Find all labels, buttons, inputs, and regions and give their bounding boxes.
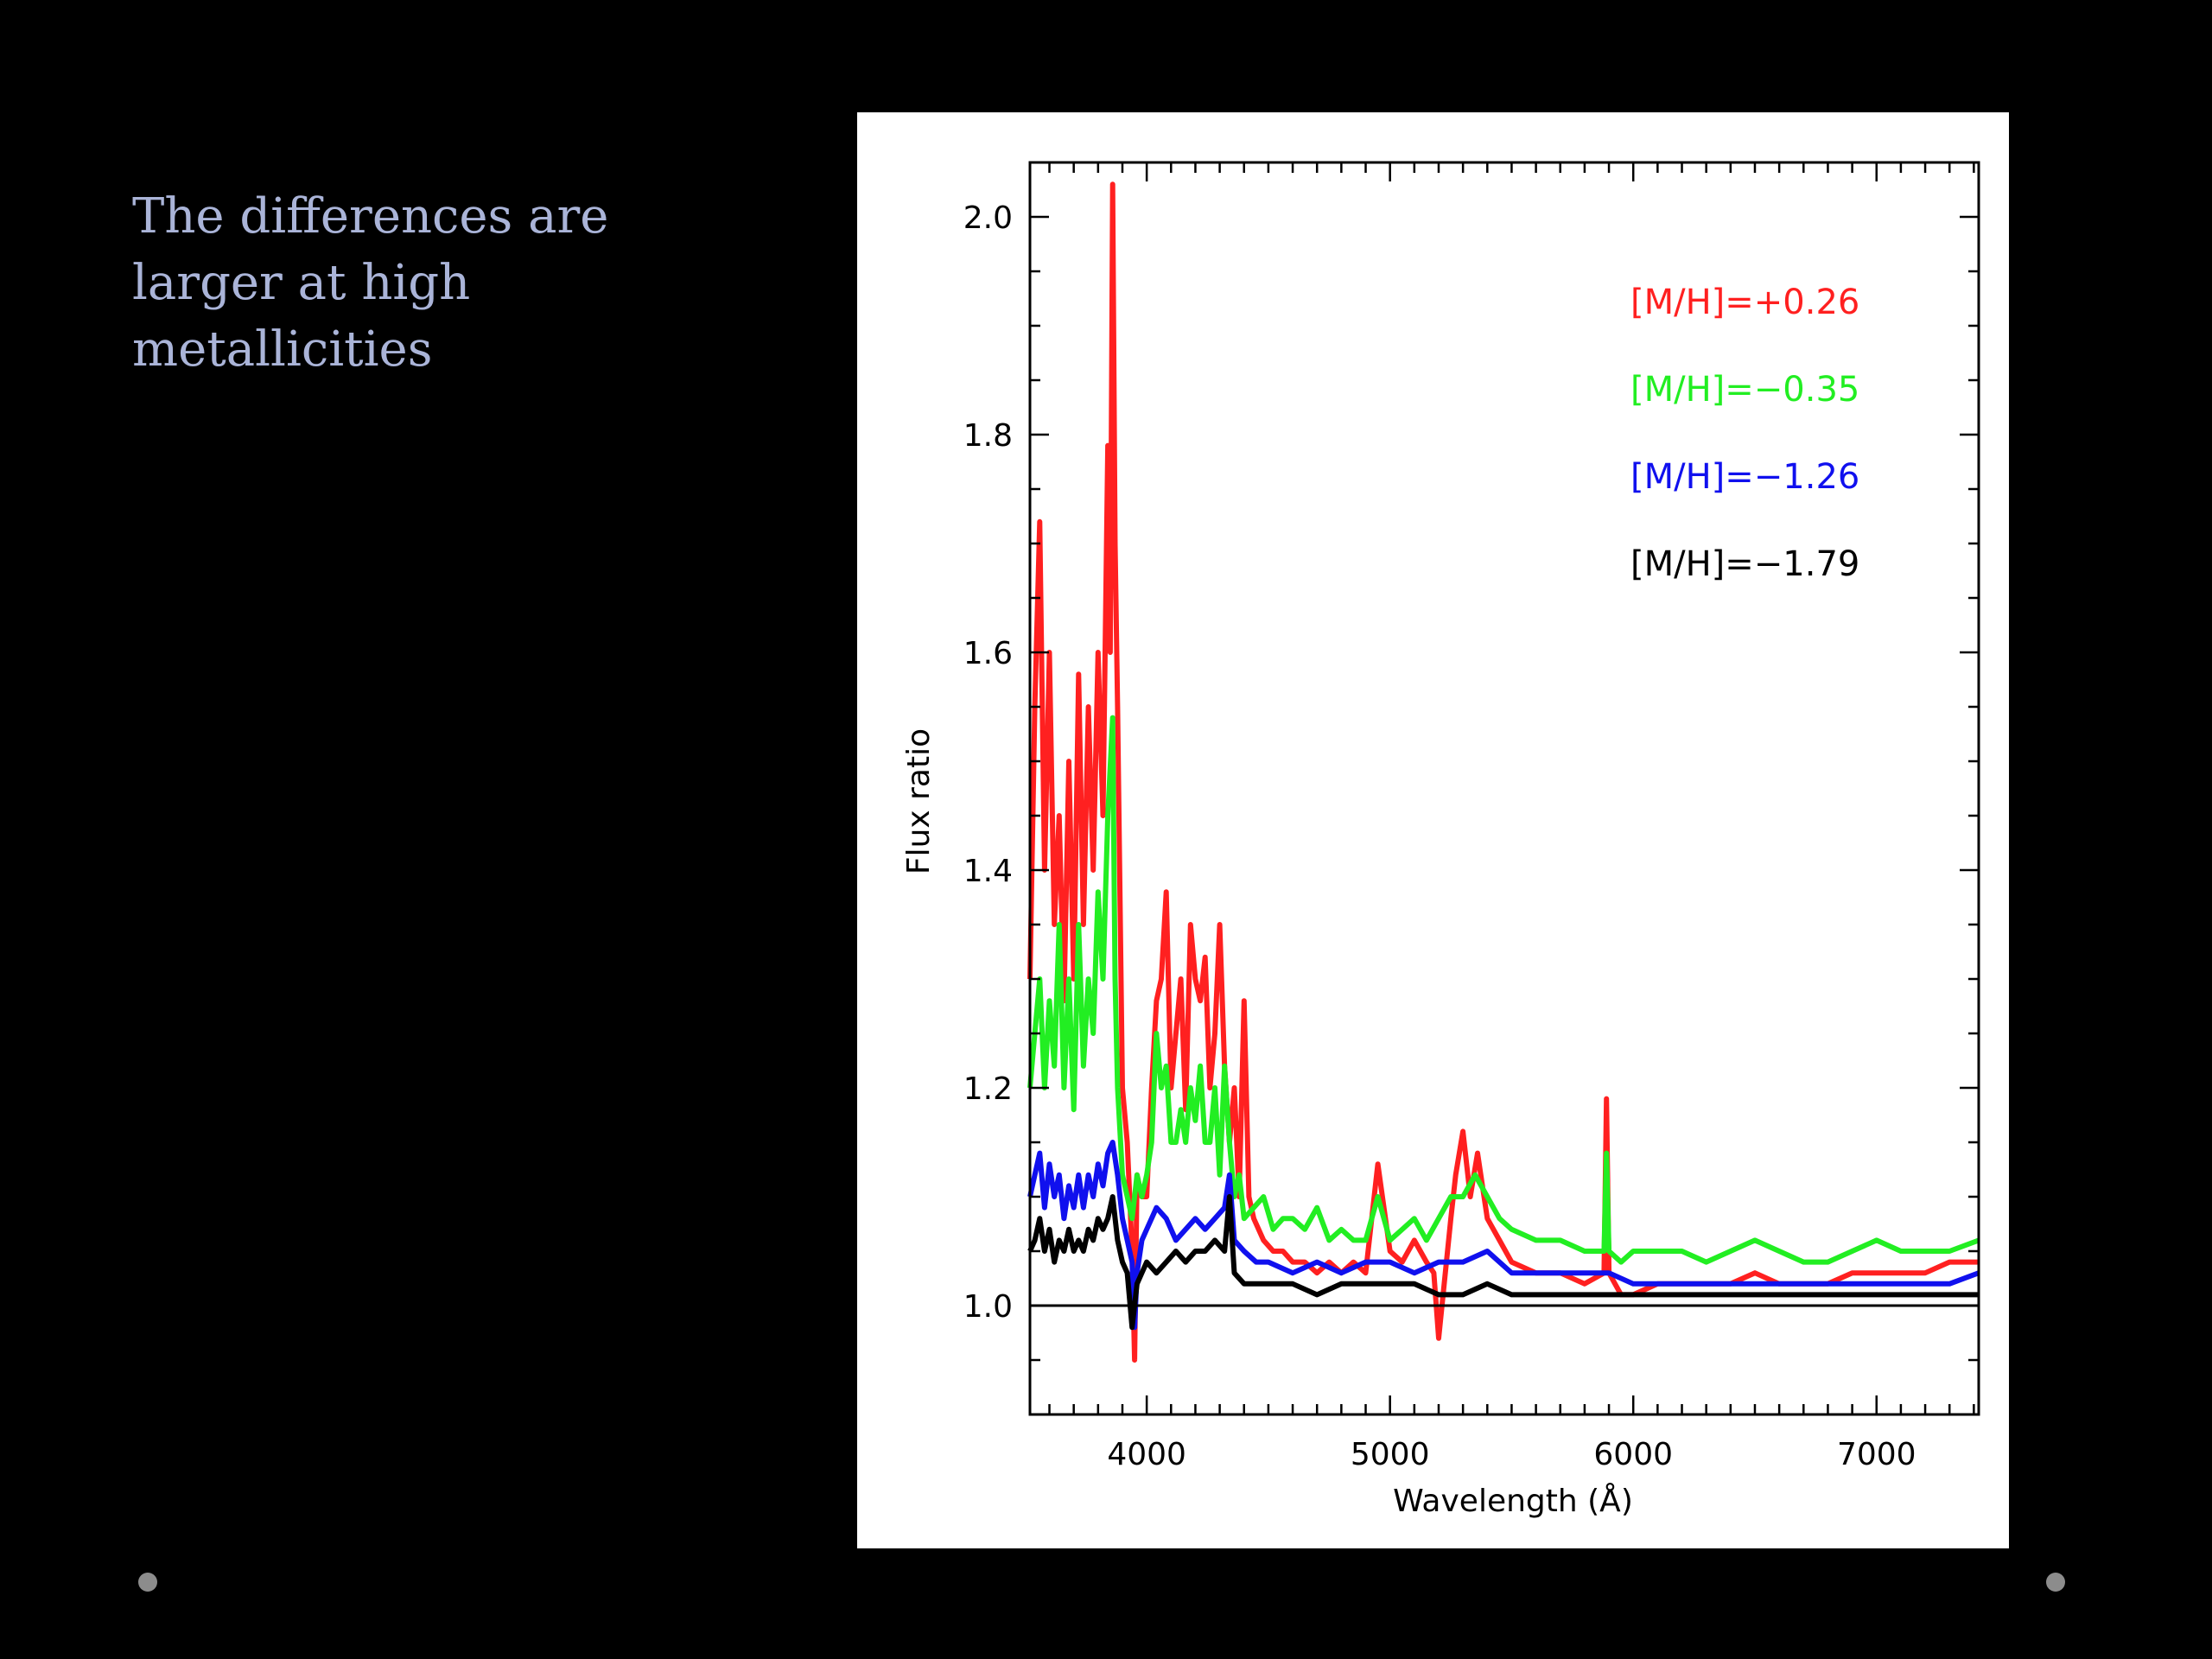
y-tick-label: 1.0	[963, 1289, 1013, 1325]
x-tick-label: 7000	[1837, 1437, 1916, 1472]
previous-slide-dot[interactable]	[138, 1573, 157, 1592]
next-slide-dot[interactable]	[2046, 1573, 2065, 1592]
caption-line-1: The differences are	[132, 188, 609, 245]
y-tick-label: 1.4	[963, 854, 1013, 889]
y-tick-label: 1.6	[963, 636, 1013, 671]
plot-frame	[1028, 161, 1980, 1416]
legend-entry-2: [M/H]=−1.26	[1630, 457, 1859, 497]
y-tick-label: 1.8	[963, 418, 1013, 454]
tick-layer	[1030, 161, 1979, 1416]
legend: [M/H]=+0.26 [M/H]=−0.35 [M/H]=−1.26 [M/H…	[1630, 283, 1859, 584]
y-tick-label: 1.2	[963, 1071, 1013, 1107]
x-tick-label: 4000	[1107, 1437, 1186, 1472]
caption-line-2: larger at high	[132, 255, 471, 311]
legend-entry-3: [M/H]=−1.79	[1630, 544, 1859, 584]
chart-panel: 4000 5000 6000 7000 1.0 1.2 1.4 1.6 1.8 2.0 Wavel…	[857, 112, 2009, 1548]
flux-ratio-chart: 4000 5000 6000 7000 1.0 1.2 1.4 1.6 1.8 2.0 Wavel…	[901, 161, 1980, 1519]
slide-caption: The differences are larger at high metal…	[132, 183, 668, 383]
series-line-1	[1027, 715, 1980, 1265]
legend-entry-0: [M/H]=+0.26	[1630, 283, 1859, 322]
caption-line-3: metallicities	[132, 321, 433, 378]
tick-label-layer: 4000 5000 6000 7000 1.0 1.2 1.4 1.6 1.8 2.0	[963, 200, 1916, 1472]
series-line-0	[1027, 181, 1979, 1363]
series-line-3	[1027, 1194, 1979, 1331]
legend-entry-1: [M/H]=−0.35	[1630, 370, 1859, 410]
x-tick-label: 6000	[1593, 1437, 1673, 1472]
x-tick-label: 5000	[1351, 1437, 1430, 1472]
x-axis-label: Wavelength (Å)	[1393, 1482, 1633, 1519]
series-line-2	[1027, 1140, 1980, 1331]
series-layer	[1027, 181, 1980, 1363]
y-tick-label: 2.0	[963, 200, 1013, 236]
y-axis-label: Flux ratio	[901, 728, 937, 874]
